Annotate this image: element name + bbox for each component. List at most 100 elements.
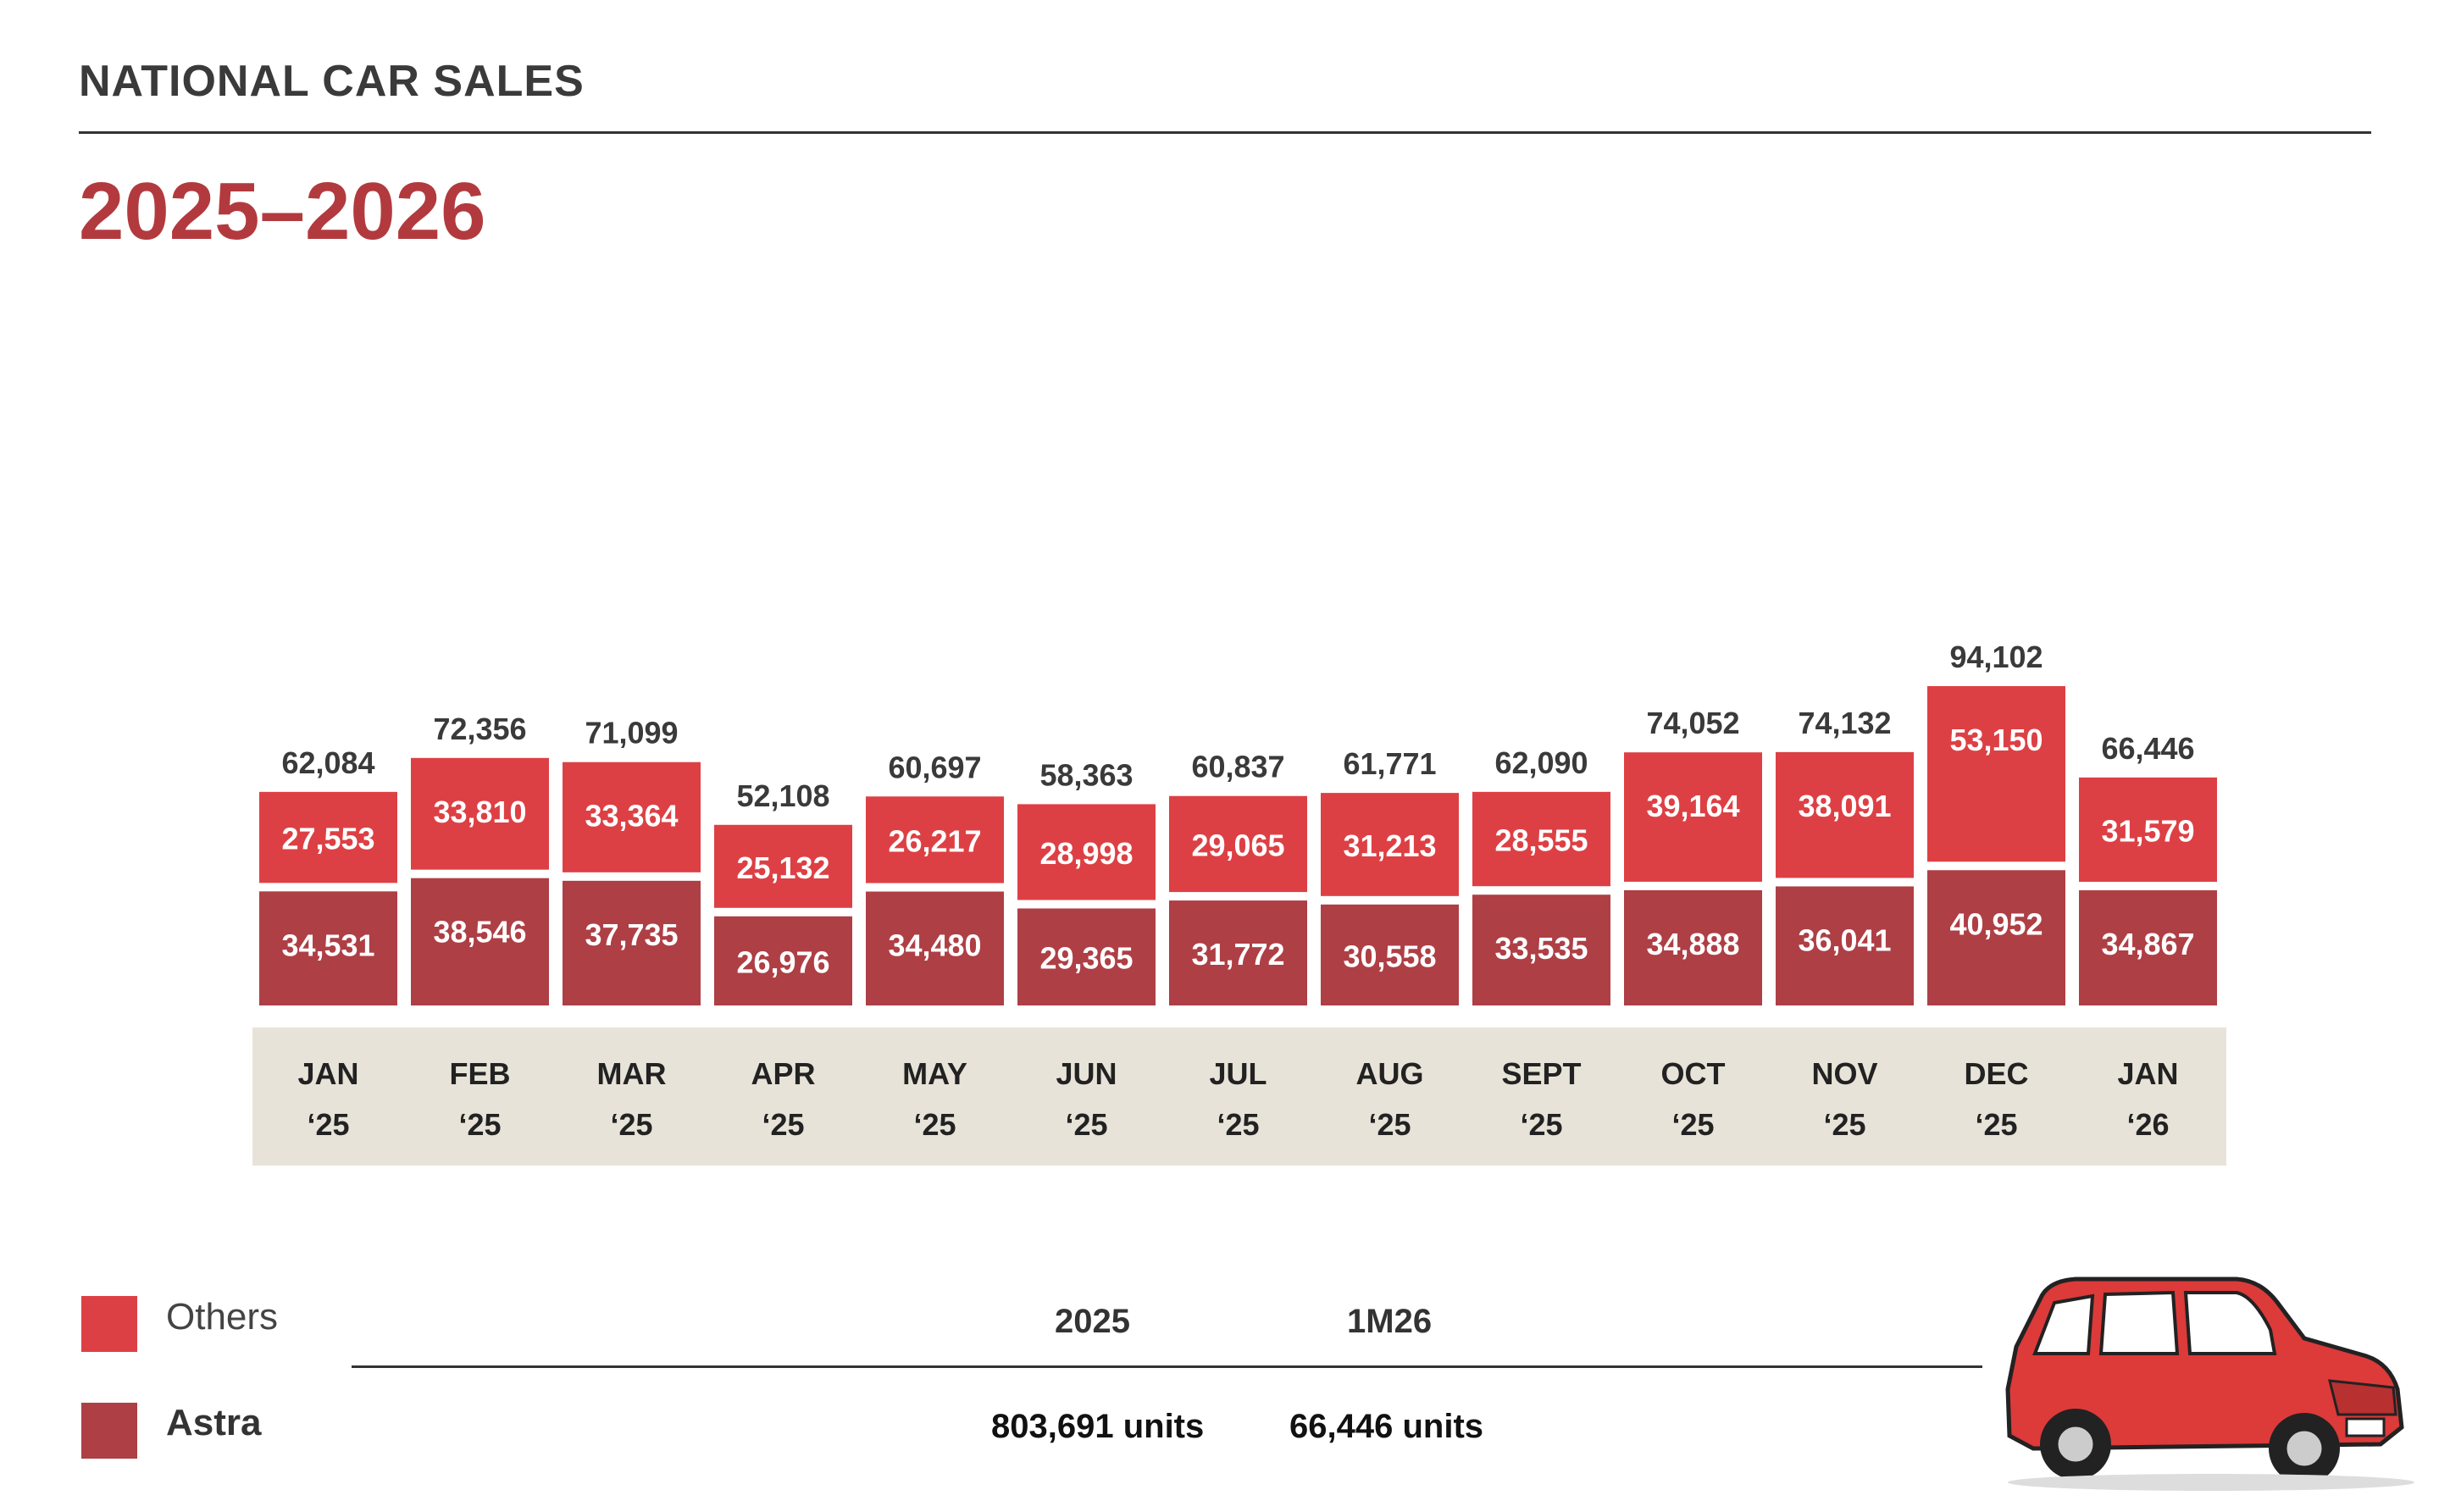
red-mpv-car-illustration: [2005, 1277, 2414, 1491]
x-tick-label-month: SEPT: [1501, 1056, 1581, 1091]
bar-astra: [1169, 900, 1307, 1005]
bar-others: [1624, 752, 1762, 882]
bar-others: [714, 824, 852, 908]
car-hub-rear: [2055, 1424, 2096, 1465]
x-tick-label-month: JAN: [2117, 1056, 2178, 1091]
bar-others: [1776, 751, 1914, 878]
bar-astra: [1624, 889, 1762, 1005]
data-label-others: 25,132: [736, 850, 829, 885]
x-tick-label-year: ‘25: [610, 1107, 652, 1142]
page-title: NATIONAL CAR SALES: [79, 57, 585, 106]
x-tick-label-year: ‘25: [1368, 1107, 1411, 1142]
data-label-astra: 26,976: [736, 944, 829, 979]
data-label-total: 66,446: [2101, 731, 2194, 766]
summary-divider: [352, 1365, 1982, 1368]
car-window-middle: [2098, 1290, 2180, 1355]
data-label-total: 60,697: [888, 750, 981, 784]
x-tick-label-month: AUG: [1356, 1056, 1424, 1091]
x-tick-label-month: DEC: [1964, 1056, 2028, 1091]
data-label-total: 71,099: [585, 716, 678, 750]
data-label-total: 62,090: [1494, 745, 1588, 780]
legend-swatch-astra: [81, 1403, 137, 1459]
bar-others: [1927, 686, 2065, 862]
x-tick-label-month: JUN: [1056, 1056, 1117, 1091]
x-tick-label-month: NOV: [1811, 1056, 1877, 1091]
x-tick-label-year: ‘25: [762, 1107, 804, 1142]
summary-2025-value: 803,691 units: [991, 1408, 1205, 1445]
data-label-others: 33,364: [585, 799, 678, 834]
period-label: 2025–2026: [79, 166, 486, 257]
x-tick-label-month: APR: [751, 1056, 815, 1091]
x-tick-label-year: ‘26: [2126, 1107, 2169, 1142]
x-tick-label-year: ‘25: [1065, 1107, 1107, 1142]
summary-2025-label: 2025: [1055, 1303, 1130, 1340]
data-label-astra: 33,535: [1494, 931, 1588, 966]
car-window-front: [2183, 1291, 2277, 1355]
car-grille: [2328, 1379, 2397, 1416]
data-label-total: 74,052: [1646, 706, 1739, 740]
car-hub-front: [2284, 1428, 2325, 1469]
x-tick-label-month: OCT: [1661, 1056, 1726, 1091]
data-label-total: 74,132: [1798, 706, 1891, 740]
bar-others: [2079, 777, 2217, 883]
data-label-others: 31,579: [2101, 813, 2194, 848]
bar-astra: [1321, 904, 1459, 1005]
data-label-astra: 37,735: [585, 917, 678, 952]
bar-others: [259, 791, 397, 883]
bar-others: [411, 757, 549, 870]
x-tick-label-year: ‘25: [1671, 1107, 1714, 1142]
x-tick-label-year: ‘25: [458, 1107, 501, 1142]
x-tick-label-year: ‘25: [1975, 1107, 2017, 1142]
bar-astra: [714, 916, 852, 1005]
data-label-others: 28,555: [1494, 823, 1588, 858]
data-label-others: 39,164: [1646, 789, 1739, 823]
data-label-others: 53,150: [1949, 723, 2043, 757]
bar-astra: [866, 891, 1004, 1005]
bar-astra: [1017, 908, 1156, 1005]
data-label-others: 26,217: [888, 823, 981, 858]
x-axis-band: [252, 1027, 2226, 1166]
data-label-astra: 40,952: [1949, 906, 2043, 941]
data-label-astra: 29,365: [1039, 941, 1133, 976]
data-label-total: 60,837: [1191, 750, 1284, 784]
car-shadow: [2008, 1474, 2414, 1491]
bar-astra: [2079, 890, 2217, 1005]
legend-label-others: Others: [166, 1296, 279, 1338]
x-tick-label-year: ‘25: [1217, 1107, 1259, 1142]
x-tick-label-month: JUL: [1209, 1056, 1267, 1091]
data-label-astra: 36,041: [1798, 922, 1891, 957]
data-label-astra: 30,558: [1343, 939, 1436, 973]
bar-astra: [563, 880, 701, 1005]
data-label-astra: 34,531: [281, 928, 374, 962]
bar-astra: [259, 891, 397, 1005]
x-tick-label-month: MAY: [902, 1056, 967, 1091]
x-tick-label-month: MAR: [597, 1056, 667, 1091]
data-label-others: 31,213: [1343, 828, 1436, 863]
x-tick-label-year: ‘25: [1823, 1107, 1865, 1142]
stacked-bar-chart: 34,531 27,553 62,084 JAN ‘25 38,546 33,810 72,3…: [252, 640, 2226, 1166]
data-label-astra: 38,546: [433, 915, 526, 950]
bar-others: [1321, 793, 1459, 896]
data-label-total: 62,084: [281, 745, 374, 780]
data-label-total: 58,363: [1039, 757, 1133, 792]
bar-others: [563, 762, 701, 872]
x-tick-label-year: ‘25: [1520, 1107, 1562, 1142]
bar-others: [1017, 804, 1156, 900]
x-tick-label-year: ‘25: [913, 1107, 956, 1142]
bar-others: [1472, 791, 1610, 887]
summary-1m26-label: 1M26: [1347, 1303, 1433, 1340]
car-license-plate: [2345, 1417, 2386, 1437]
bar-astra: [1776, 886, 1914, 1005]
x-tick-label-year: ‘25: [307, 1107, 349, 1142]
data-label-others: 38,091: [1798, 789, 1891, 823]
legend-swatch-others: [81, 1296, 137, 1352]
title-divider: [79, 131, 2371, 134]
data-label-total: 72,356: [433, 712, 526, 746]
data-label-astra: 34,867: [2101, 927, 2194, 961]
bar-others: [1169, 795, 1307, 893]
summary-1m26-value: 66,446 units: [1289, 1408, 1484, 1445]
data-label-total: 52,108: [736, 778, 829, 813]
data-label-astra: 34,888: [1646, 927, 1739, 961]
car-window-rear: [2032, 1293, 2095, 1355]
bar-astra: [1472, 894, 1610, 1005]
